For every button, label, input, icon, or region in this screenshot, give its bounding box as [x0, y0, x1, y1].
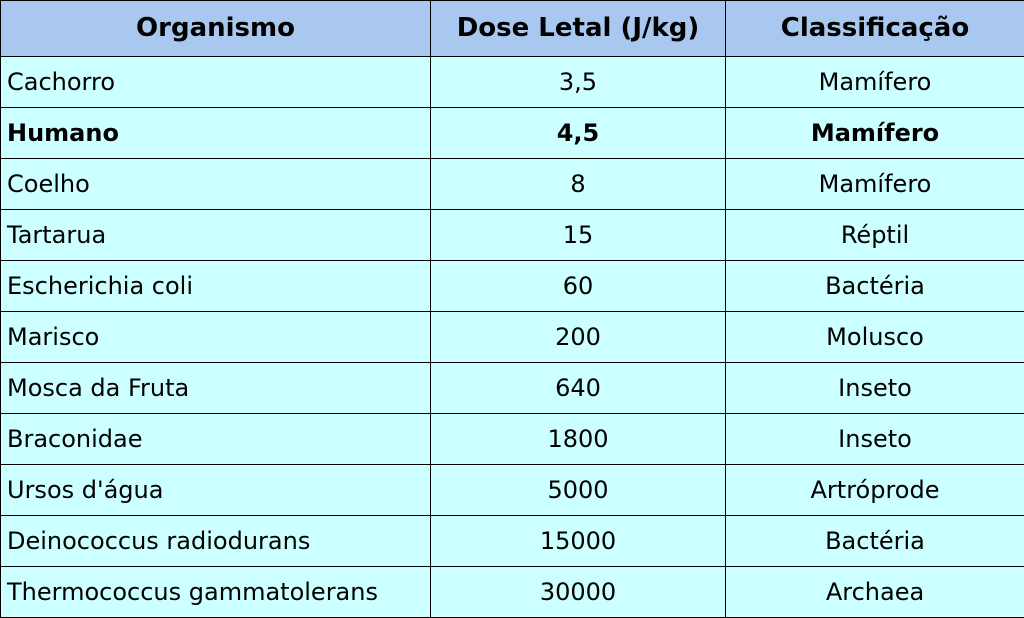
cell-organism: Tartarua: [1, 210, 431, 261]
table-row: Deinococcus radiodurans15000Bactéria: [1, 516, 1024, 567]
cell-classification: Inseto: [726, 414, 1024, 465]
cell-organism: Ursos d'água: [1, 465, 431, 516]
cell-classification: Mamífero: [726, 108, 1024, 159]
table-row: Escherichia coli60Bactéria: [1, 261, 1024, 312]
col-header-organism: Organismo: [1, 1, 431, 57]
cell-dose: 5000: [431, 465, 726, 516]
cell-dose: 200: [431, 312, 726, 363]
cell-organism: Thermococcus gammatolerans: [1, 567, 431, 618]
table-row: Braconidae1800Inseto: [1, 414, 1024, 465]
table-row: Ursos d'água5000Artróprode: [1, 465, 1024, 516]
cell-dose: 60: [431, 261, 726, 312]
cell-classification: Archaea: [726, 567, 1024, 618]
table-row: Marisco200Molusco: [1, 312, 1024, 363]
cell-classification: Bactéria: [726, 516, 1024, 567]
table-header: Organismo Dose Letal (J/kg) Classificaçã…: [1, 1, 1024, 57]
cell-dose: 15000: [431, 516, 726, 567]
cell-organism: Mosca da Fruta: [1, 363, 431, 414]
cell-organism: Braconidae: [1, 414, 431, 465]
cell-classification: Molusco: [726, 312, 1024, 363]
table-row: Cachorro3,5Mamífero: [1, 57, 1024, 108]
cell-organism: Coelho: [1, 159, 431, 210]
cell-organism: Marisco: [1, 312, 431, 363]
cell-dose: 30000: [431, 567, 726, 618]
table-row: Coelho8Mamífero: [1, 159, 1024, 210]
cell-dose: 1800: [431, 414, 726, 465]
table-row: Tartarua15Réptil: [1, 210, 1024, 261]
cell-classification: Mamífero: [726, 57, 1024, 108]
cell-dose: 640: [431, 363, 726, 414]
cell-classification: Inseto: [726, 363, 1024, 414]
cell-dose: 4,5: [431, 108, 726, 159]
cell-classification: Réptil: [726, 210, 1024, 261]
table-header-row: Organismo Dose Letal (J/kg) Classificaçã…: [1, 1, 1024, 57]
cell-classification: Artróprode: [726, 465, 1024, 516]
cell-dose: 8: [431, 159, 726, 210]
col-header-dose: Dose Letal (J/kg): [431, 1, 726, 57]
cell-organism: Escherichia coli: [1, 261, 431, 312]
cell-organism: Deinococcus radiodurans: [1, 516, 431, 567]
col-header-classification: Classificação: [726, 1, 1024, 57]
cell-dose: 3,5: [431, 57, 726, 108]
cell-classification: Mamífero: [726, 159, 1024, 210]
cell-dose: 15: [431, 210, 726, 261]
table-body: Cachorro3,5MamíferoHumano4,5MamíferoCoel…: [1, 57, 1024, 618]
table-row: Humano4,5Mamífero: [1, 108, 1024, 159]
table-row: Mosca da Fruta640Inseto: [1, 363, 1024, 414]
lethal-dose-table: Organismo Dose Letal (J/kg) Classificaçã…: [0, 0, 1024, 618]
cell-organism: Cachorro: [1, 57, 431, 108]
table-row: Thermococcus gammatolerans30000Archaea: [1, 567, 1024, 618]
cell-classification: Bactéria: [726, 261, 1024, 312]
cell-organism: Humano: [1, 108, 431, 159]
